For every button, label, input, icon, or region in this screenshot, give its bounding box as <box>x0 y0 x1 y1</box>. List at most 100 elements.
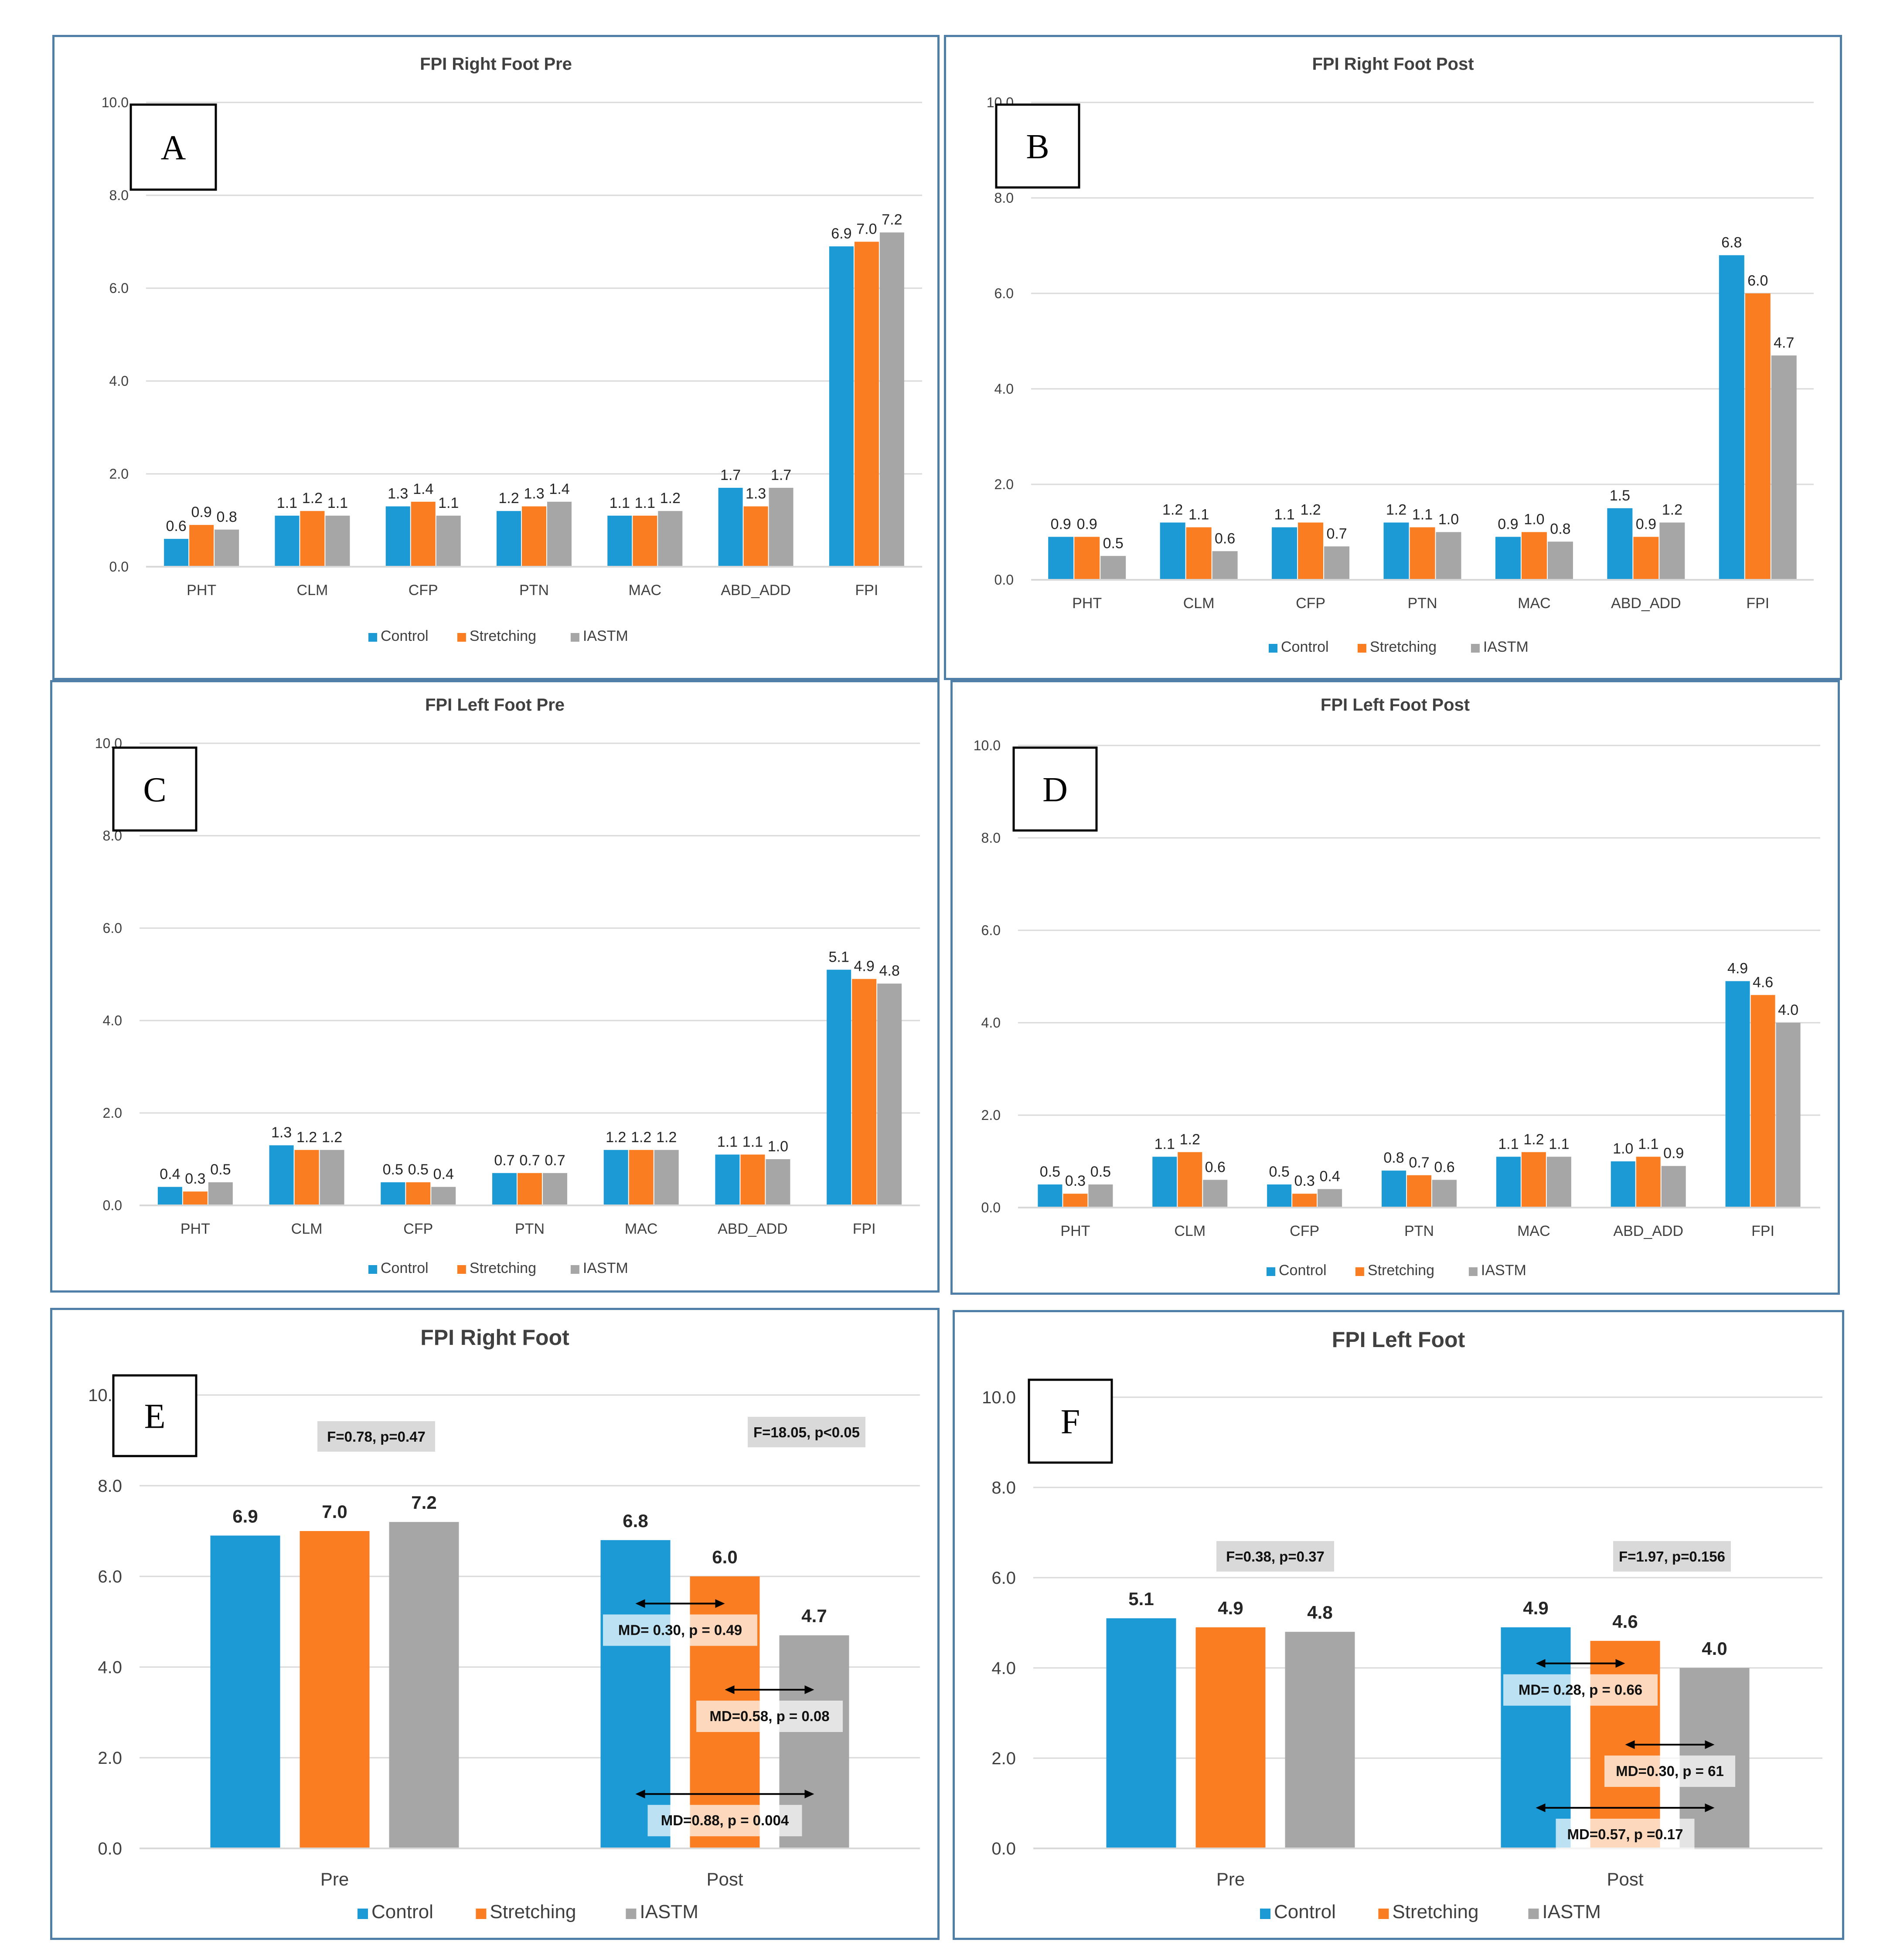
chart-a-bar-stretching <box>633 515 657 567</box>
panel-d: FPI Left Foot Post 0.0 2.0 4.0 6.0 8.0 10.0 0.5… <box>950 680 1840 1295</box>
chart-b-data-label: 0.9 <box>1636 516 1656 532</box>
chart-a-ytick: 10.0 <box>102 95 129 110</box>
chart-c-data-label: 1.0 <box>768 1138 788 1155</box>
chart-d-category-label: FPI <box>1751 1223 1774 1239</box>
legend-label-iastm: IASTM <box>1481 1262 1526 1279</box>
chart-b-data-label: 1.2 <box>1300 502 1321 518</box>
chart-d-title: FPI Left Foot Post <box>1321 695 1470 715</box>
chart-d-data-label: 0.7 <box>1409 1154 1429 1171</box>
chart-f-category-label: Pre <box>1216 1869 1245 1889</box>
legend-swatch-control <box>1267 1267 1275 1276</box>
chart-e-ytick: 0.0 <box>98 1839 122 1858</box>
chart-b-bar-stretching <box>1298 522 1324 580</box>
chart-d-letter-box <box>1012 746 1098 832</box>
chart-c-data-label: 4.8 <box>879 963 900 979</box>
chart-f-ytick: 8.0 <box>991 1478 1016 1497</box>
legend-swatch-iastm <box>570 633 579 642</box>
chart-f-data-label: 4.9 <box>1523 1598 1548 1618</box>
legend-label-iastm: IASTM <box>1542 1901 1601 1923</box>
chart-b-bar-stretching <box>1074 537 1100 580</box>
chart-e-bar-stretching <box>300 1531 370 1848</box>
chart-d-data-label: 1.1 <box>1498 1136 1519 1152</box>
chart-e-stats-badge <box>748 1417 865 1447</box>
legend-label-iastm: IASTM <box>1483 639 1529 655</box>
chart-b-category-label: ABD_ADD <box>1611 595 1681 612</box>
chart-d-data-label: 1.1 <box>1154 1136 1175 1152</box>
chart-b-ytick: 0.0 <box>994 572 1014 588</box>
chart-e-ytick: 8.0 <box>98 1477 122 1496</box>
chart-a-category-label: MAC <box>629 582 662 599</box>
chart-a-data-label: 1.1 <box>327 495 348 511</box>
chart-d-bar-control <box>1496 1157 1521 1208</box>
chart-e-ytick: 2.0 <box>98 1749 122 1768</box>
legend-swatch-iastm <box>626 1909 637 1919</box>
legend-label-iastm: IASTM <box>640 1901 698 1923</box>
chart-a-data-label: 1.2 <box>660 490 681 507</box>
chart-e-letter: E <box>144 1398 166 1436</box>
legend-swatch-control <box>1260 1909 1270 1919</box>
chart-c-data-label: 1.2 <box>322 1129 342 1146</box>
chart-f-arrowhead-right <box>1705 1803 1715 1812</box>
chart-e-data-label: 6.9 <box>232 1506 258 1526</box>
chart-a-data-label: 1.4 <box>413 481 433 497</box>
chart-d-category-label: PHT <box>1060 1223 1090 1239</box>
chart-f-stats-text: F=0.38, p=0.37 <box>1226 1548 1325 1565</box>
chart-c-data-label: 0.7 <box>519 1152 540 1169</box>
chart-c-bar-stretching <box>740 1154 765 1205</box>
chart-b-ytick: 8.0 <box>994 190 1014 206</box>
chart-f-arrowhead-right <box>1705 1740 1715 1749</box>
legend-swatch-control <box>1269 644 1277 653</box>
chart-b-svg: FPI Right Foot Post0.02.04.06.08.010.00.… <box>987 54 1814 655</box>
chart-d-data-label: 0.5 <box>1269 1164 1290 1180</box>
chart-c-ytick: 2.0 <box>103 1105 122 1121</box>
chart-b-bar-iastm <box>1324 546 1350 580</box>
chart-f-data-label: 5.1 <box>1128 1589 1154 1609</box>
chart-a-bar-control <box>718 487 743 567</box>
chart-d-bar-stretching <box>1521 1152 1546 1208</box>
chart-f-ytick: 0.0 <box>991 1839 1016 1858</box>
chart-c-bar-control <box>381 1182 405 1205</box>
chart-f-arrowhead-left <box>1536 1803 1546 1812</box>
chart-c-data-label: 1.2 <box>656 1129 677 1146</box>
chart-a-ytick: 2.0 <box>109 466 129 482</box>
chart-f-stats-badge <box>1216 1541 1334 1572</box>
chart-f-category-label: Post <box>1607 1869 1643 1889</box>
chart-b-ytick: 4.0 <box>994 381 1014 397</box>
chart-b-bar-control <box>1495 537 1521 580</box>
chart-f-ytick: 6.0 <box>991 1569 1016 1588</box>
legend-swatch-stretching <box>476 1909 487 1919</box>
chart-c-data-label: 5.1 <box>829 949 849 965</box>
legend-label-control: Control <box>1279 1262 1327 1279</box>
chart-c-data-label: 0.5 <box>383 1161 403 1178</box>
chart-c-data-label: 1.3 <box>271 1124 292 1141</box>
chart-f-letter-box <box>1028 1378 1113 1464</box>
legend-swatch-control <box>358 1909 368 1919</box>
chart-d-bar-iastm <box>1088 1184 1113 1208</box>
chart-b-bar-iastm <box>1659 522 1685 580</box>
chart-c-letter: C <box>143 771 166 809</box>
chart-c-data-label: 0.5 <box>210 1161 231 1178</box>
chart-c-bar-iastm <box>766 1159 790 1205</box>
chart-c-bar-iastm <box>320 1150 344 1205</box>
chart-d-data-label: 0.3 <box>1294 1173 1315 1189</box>
chart-d-bar-iastm <box>1546 1157 1571 1208</box>
chart-d-category-label: MAC <box>1517 1223 1550 1239</box>
chart-a-data-label: 7.2 <box>882 211 902 228</box>
legend-swatch-iastm <box>1471 644 1480 653</box>
chart-e-stats-text: F=0.78, p=0.47 <box>327 1429 426 1445</box>
chart-a-data-label: 1.2 <box>498 490 519 507</box>
legend-label-control: Control <box>1274 1901 1336 1923</box>
panel-c: FPI Left Foot Pre 0.0 2.0 4.0 6.0 8.0 10.0 0.4 0… <box>50 680 940 1293</box>
chart-d-bar-stretching <box>1178 1152 1202 1208</box>
chart-c-bar-stretching <box>629 1150 654 1205</box>
chart-c-letter-box <box>112 746 198 832</box>
chart-c-data-label: 0.7 <box>545 1152 565 1169</box>
chart-a-data-label: 0.6 <box>166 518 187 534</box>
chart-b-data-label: 0.9 <box>1051 516 1071 532</box>
chart-b-bar-stretching <box>1410 527 1435 580</box>
chart-d-bar-control <box>1152 1157 1177 1208</box>
chart-c-category-label: PHT <box>180 1221 210 1237</box>
chart-b-data-label: 1.2 <box>1662 502 1682 518</box>
